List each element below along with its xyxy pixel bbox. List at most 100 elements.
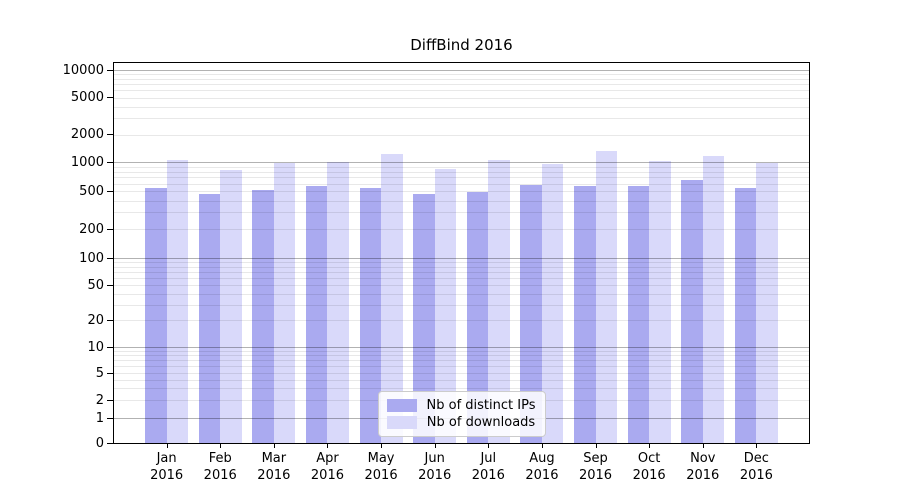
y-tick-label: 1000 <box>70 154 104 170</box>
gridline-minor <box>114 118 809 120</box>
y-tick-mark <box>107 346 113 348</box>
bar-downloads-dec <box>756 163 778 443</box>
gridline-minor <box>114 166 809 168</box>
bar-distinct-ips-jan <box>145 187 167 443</box>
gridline-minor <box>114 134 809 136</box>
y-tick-label: 5 <box>95 365 104 381</box>
x-tick-label-sep: Sep 2016 <box>578 451 613 483</box>
y-tick-label: 100 <box>79 250 104 266</box>
gridline-minor <box>114 360 809 362</box>
bar-distinct-ips-feb <box>198 194 221 443</box>
bar-downloads-feb <box>220 170 242 443</box>
y-tick-mark <box>107 319 113 321</box>
legend-swatch-distinct-ips <box>387 399 417 412</box>
y-tick-mark <box>107 443 113 444</box>
y-tick-mark <box>107 134 113 135</box>
gridline-minor <box>114 366 809 368</box>
gridline-minor <box>114 379 809 381</box>
gridline-minor <box>114 355 809 357</box>
y-tick-mark <box>107 399 113 401</box>
gridline-minor <box>114 200 809 202</box>
gridline-major <box>114 258 809 260</box>
bar-distinct-ips-mar <box>252 189 274 443</box>
gridline-minor <box>114 212 809 214</box>
x-tick-label-jan: Jan 2016 <box>150 451 184 483</box>
x-tick-label-apr: Apr 2016 <box>310 451 344 483</box>
bar-downloads-nov <box>702 156 725 443</box>
y-tick-label: 5000 <box>70 90 104 106</box>
x-tick-label-dec: Dec 2016 <box>739 451 773 483</box>
gridline-major <box>114 162 809 164</box>
y-tick-mark <box>107 417 113 419</box>
y-tick-label: 0 <box>95 436 104 451</box>
legend-label-downloads: Nb of downloads <box>426 415 536 430</box>
bar-distinct-ips-dec <box>734 188 757 443</box>
y-tick-label: 20 <box>87 312 104 328</box>
y-tick-mark <box>107 284 113 286</box>
y-tick-label: 500 <box>79 183 104 199</box>
x-tick-mark <box>327 444 329 448</box>
gridline-minor <box>114 285 809 286</box>
legend: Nb of distinct IPs Nb of downloads <box>378 391 546 437</box>
bar-downloads-aug <box>541 164 564 443</box>
x-tick-mark <box>273 444 275 448</box>
gridline-minor <box>114 90 809 92</box>
gridline-minor <box>114 78 809 80</box>
gridline-minor <box>114 183 809 185</box>
gridline-minor <box>114 84 809 86</box>
bar-downloads-jul <box>488 159 510 443</box>
bar-distinct-ips-may <box>359 188 382 443</box>
x-tick-label-oct: Oct 2016 <box>632 451 666 483</box>
x-tick-label-feb: Feb 2016 <box>203 451 237 483</box>
y-tick-label: 1 <box>95 410 104 426</box>
x-tick-mark <box>166 444 168 448</box>
y-tick-mark <box>107 228 113 230</box>
bar-downloads-jun <box>434 168 457 443</box>
bar-distinct-ips-apr <box>305 185 328 443</box>
y-tick-label: 200 <box>79 221 104 237</box>
gridline-minor <box>114 177 809 179</box>
gridline-minor <box>114 272 809 274</box>
y-tick-mark <box>107 161 113 163</box>
y-tick-mark <box>107 69 113 71</box>
y-tick-label: 10000 <box>62 62 104 78</box>
bar-distinct-ips-sep <box>574 186 596 443</box>
bar-downloads-jan <box>166 160 189 443</box>
gridline-minor <box>114 304 809 306</box>
y-tick-mark <box>107 97 113 99</box>
gridline-minor <box>114 191 809 193</box>
gridline-minor <box>114 293 809 295</box>
x-tick-label-nov: Nov 2016 <box>686 451 720 483</box>
legend-row-distinct-ips: Nb of distinct IPs <box>387 398 537 413</box>
y-tick-mark <box>107 372 113 374</box>
gridline-minor <box>114 97 809 99</box>
x-tick-mark <box>649 444 651 448</box>
bar-downloads-may <box>381 154 403 443</box>
gridline-minor <box>114 277 809 279</box>
y-tick-label: 2000 <box>70 127 104 142</box>
bar-distinct-ips-aug <box>520 185 542 443</box>
x-tick-label-may: May 2016 <box>364 451 398 483</box>
x-tick-mark <box>434 444 436 448</box>
gridline-minor <box>114 106 809 108</box>
gridline-minor <box>114 388 809 390</box>
legend-swatch-downloads <box>387 416 417 429</box>
x-tick-mark <box>541 444 543 448</box>
legend-row-downloads: Nb of downloads <box>387 415 537 430</box>
x-tick-label-mar: Mar 2016 <box>257 451 291 483</box>
plot-area <box>113 62 810 444</box>
x-tick-label-jun: Jun 2016 <box>418 451 452 483</box>
x-tick-mark <box>756 444 758 448</box>
gridline-minor <box>114 74 809 76</box>
bar-distinct-ips-oct <box>627 186 650 443</box>
gridline-major <box>114 70 809 71</box>
bar-downloads-apr <box>327 161 349 443</box>
y-tick-mark <box>107 190 113 192</box>
y-tick-mark <box>107 257 113 259</box>
x-tick-mark <box>702 444 704 448</box>
chart-title: DiffBind 2016 <box>410 36 513 54</box>
bar-distinct-ips-jun <box>413 194 435 443</box>
gridline-minor <box>114 262 809 264</box>
bar-downloads-sep <box>595 150 618 443</box>
bar-distinct-ips-nov <box>681 179 703 443</box>
